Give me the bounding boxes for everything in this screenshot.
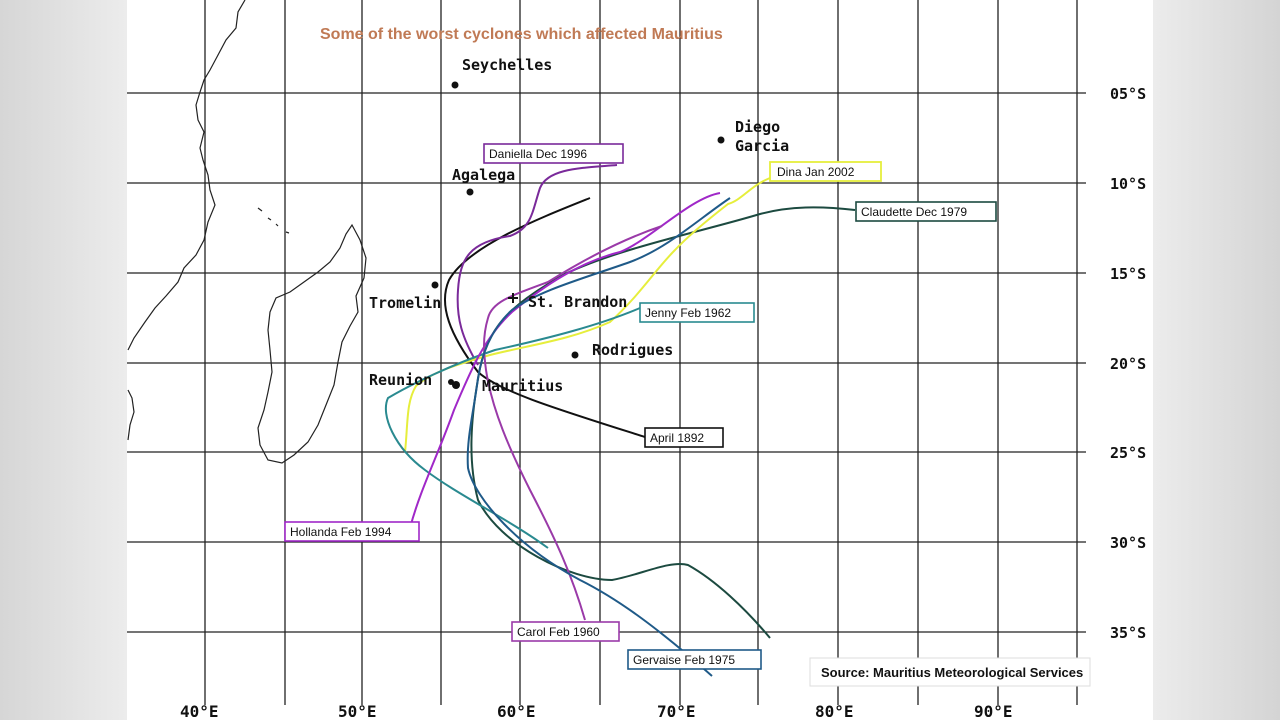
seychelles-marker xyxy=(451,81,459,89)
label-dina: Dina Jan 2002 xyxy=(777,165,855,179)
label-agalega: Agalega xyxy=(452,166,515,184)
africa-coastline xyxy=(127,0,246,351)
label-seychelles: Seychelles xyxy=(462,56,552,74)
longitude-labels: 40°E 50°E 60°E 70°E 80°E 90°E xyxy=(180,702,1013,720)
grid xyxy=(127,0,1110,705)
label-mauritius: Mauritius xyxy=(482,377,563,395)
source-text: Source: Mauritius Meteorological Service… xyxy=(821,665,1083,680)
label-st-brandon: St. Brandon xyxy=(528,293,627,311)
label-carol: Carol Feb 1960 xyxy=(517,625,600,639)
label-claudette: Claudette Dec 1979 xyxy=(861,205,967,219)
label-tromelin: Tromelin xyxy=(369,294,441,312)
coastlines xyxy=(127,0,367,464)
lat-20: 20°S xyxy=(1110,355,1146,373)
label-reunion: Reunion xyxy=(369,371,432,389)
track-carol-1960 xyxy=(483,225,663,621)
label-hollanda: Hollanda Feb 1994 xyxy=(290,525,392,539)
lon-40: 40°E xyxy=(180,702,219,720)
cyclone-labels: Daniella Dec 1996 Dina Jan 2002 Claudett… xyxy=(284,143,997,670)
source-box xyxy=(809,657,1091,687)
lat-25: 25°S xyxy=(1110,444,1146,462)
lat-15: 15°S xyxy=(1110,265,1146,283)
track-dina-2002 xyxy=(404,177,771,453)
background-right xyxy=(1153,0,1280,720)
track-hollanda-1994 xyxy=(409,192,721,529)
label-rodrigues: Rodrigues xyxy=(592,341,673,359)
lon-60: 60°E xyxy=(497,702,536,720)
place-markers xyxy=(431,81,725,389)
map-title: Some of the worst cyclones which affecte… xyxy=(320,26,723,43)
latitude-labels: 05°S 10°S 15°S 20°S 25°S 30°S 35°S xyxy=(1086,84,1150,643)
tromelin-marker xyxy=(431,281,439,289)
track-claudette-1979 xyxy=(470,206,856,639)
cyclone-tracks xyxy=(384,164,856,677)
lon-80: 80°E xyxy=(815,702,854,720)
track-gervaise-1975 xyxy=(466,197,731,677)
place-labels: Seychelles Agalega Diego Garcia Tromelin… xyxy=(369,56,789,395)
cyclone-map: Seychelles Agalega Diego Garcia Tromelin… xyxy=(127,0,1153,720)
africa-coastline-south xyxy=(127,389,135,441)
agalega-marker xyxy=(466,188,474,196)
lon-70: 70°E xyxy=(657,702,696,720)
label-diego: Diego xyxy=(735,118,780,136)
label-april: April 1892 xyxy=(650,431,704,445)
label-daniella: Daniella Dec 1996 xyxy=(489,147,587,161)
lon-90: 90°E xyxy=(974,702,1013,720)
background-left xyxy=(0,0,127,720)
track-daniella-1996 xyxy=(456,164,618,366)
lat-35: 35°S xyxy=(1110,624,1146,642)
map-canvas: Seychelles Agalega Diego Garcia Tromelin… xyxy=(127,0,1150,720)
track-april-1892 xyxy=(443,197,646,438)
lat-30: 30°S xyxy=(1110,534,1146,552)
rodrigues-marker xyxy=(571,351,579,359)
track-jenny-1962 xyxy=(384,307,641,549)
lon-50: 50°E xyxy=(338,702,377,720)
label-garcia: Garcia xyxy=(735,137,789,155)
label-gervaise: Gervaise Feb 1975 xyxy=(633,653,735,667)
madagascar-coastline xyxy=(257,223,367,464)
mauritius-marker xyxy=(452,381,460,389)
lat-05: 05°S xyxy=(1110,85,1146,103)
lat-10: 10°S xyxy=(1110,175,1146,193)
diego-garcia-marker xyxy=(717,136,725,144)
comoros-islands xyxy=(257,207,290,234)
st-brandon-marker xyxy=(508,293,518,303)
label-jenny: Jenny Feb 1962 xyxy=(645,306,731,320)
